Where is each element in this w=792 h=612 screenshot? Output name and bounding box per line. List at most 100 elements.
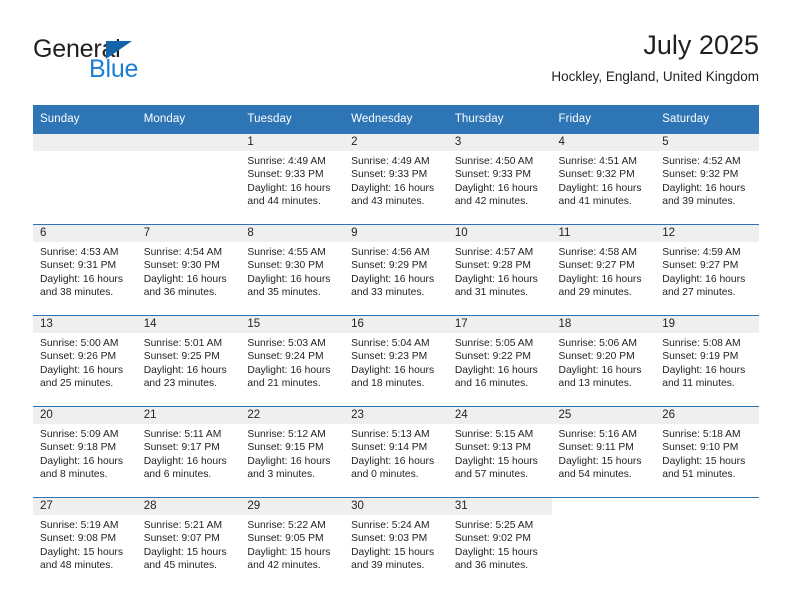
- day-details: Sunrise: 4:57 AM Sunset: 9:28 PM Daylight:…: [448, 242, 552, 300]
- calendar-day-cell[interactable]: 31 Sunrise: 5:25 AM Sunset: 9:02 PM Dayligh…: [447, 497, 552, 588]
- day-details: Sunrise: 4:52 AM Sunset: 9:32 PM Daylight:…: [655, 151, 759, 209]
- day-cell-inner: 27 Sunrise: 5:19 AM Sunset: 9:08 PM Dayligh…: [33, 498, 137, 586]
- calendar-day-cell[interactable]: 28 Sunrise: 5:21 AM Sunset: 9:07 PM Dayligh…: [136, 497, 241, 588]
- sunrise-text: Sunrise: 4:50 AM: [454, 156, 534, 167]
- calendar-day-cell[interactable]: 10 Sunrise: 4:57 AM Sunset: 9:28 PM Dayligh…: [447, 224, 552, 316]
- calendar-day-cell[interactable]: 22 Sunrise: 5:12 AM Sunset: 9:15 PM Dayligh…: [240, 406, 345, 498]
- sunset-text: Sunset: 9:27 PM: [662, 260, 739, 272]
- daylight-text: Daylight: 16 hours and 18 minutes.: [351, 364, 435, 390]
- calendar-day-cell[interactable]: 13 Sunrise: 5:00 AM Sunset: 9:26 PM Dayligh…: [33, 315, 137, 407]
- day-cell-inner: 20 Sunrise: 5:09 AM Sunset: 9:18 PM Dayligh…: [33, 407, 137, 495]
- calendar-day-cell[interactable]: 16 Sunrise: 5:04 AM Sunset: 9:23 PM Dayligh…: [344, 315, 448, 407]
- calendar-day-cell[interactable]: 19 Sunrise: 5:08 AM Sunset: 9:19 PM Dayligh…: [655, 315, 759, 407]
- daylight-text: Daylight: 16 hours and 39 minutes.: [662, 182, 746, 208]
- day-number: 9: [344, 225, 448, 242]
- daylight-text: Daylight: 16 hours and 38 minutes.: [40, 273, 123, 299]
- day-cell-inner: 3 Sunrise: 4:50 AM Sunset: 9:33 PM Daylight…: [447, 134, 552, 222]
- sunrise-text: Sunrise: 5:25 AM: [454, 520, 534, 531]
- day-number: 17: [447, 316, 552, 333]
- calendar-day-cell[interactable]: 23 Sunrise: 5:13 AM Sunset: 9:14 PM Dayligh…: [344, 406, 448, 498]
- calendar-day-cell[interactable]: 18 Sunrise: 5:06 AM Sunset: 9:20 PM Dayligh…: [551, 315, 656, 407]
- day-cell-inner: 21 Sunrise: 5:11 AM Sunset: 9:17 PM Dayligh…: [136, 407, 241, 495]
- day-cell-inner: 28 Sunrise: 5:21 AM Sunset: 9:07 PM Dayligh…: [136, 498, 241, 586]
- page-header: General Blue July 2025 Hockley, England,…: [33, 28, 759, 96]
- weekday-header-saturday: Saturday: [655, 105, 759, 134]
- day-cell-inner: 10 Sunrise: 4:57 AM Sunset: 9:28 PM Dayligh…: [447, 225, 552, 313]
- calendar-day-cell[interactable]: 12 Sunrise: 4:59 AM Sunset: 9:27 PM Dayligh…: [655, 224, 759, 316]
- sunset-text: Sunset: 9:10 PM: [662, 442, 739, 454]
- sunset-text: Sunset: 9:13 PM: [454, 442, 531, 454]
- calendar-day-cell[interactable]: 14 Sunrise: 5:01 AM Sunset: 9:25 PM Dayligh…: [136, 315, 241, 407]
- day-details: Sunrise: 5:04 AM Sunset: 9:23 PM Daylight:…: [344, 333, 448, 391]
- calendar-day-cell[interactable]: 26 Sunrise: 5:18 AM Sunset: 9:10 PM Dayligh…: [655, 406, 759, 498]
- day-cell-inner: 31 Sunrise: 5:25 AM Sunset: 9:02 PM Dayligh…: [447, 498, 552, 586]
- calendar-day-cell[interactable]: 17 Sunrise: 5:05 AM Sunset: 9:22 PM Dayligh…: [447, 315, 552, 407]
- calendar-day-cell[interactable]: 1 Sunrise: 4:49 AM Sunset: 9:33 PM Daylight…: [240, 133, 345, 225]
- day-cell-inner: 16 Sunrise: 5:04 AM Sunset: 9:23 PM Dayligh…: [344, 316, 448, 404]
- calendar-day-cell[interactable]: 5 Sunrise: 4:52 AM Sunset: 9:32 PM Daylight…: [655, 133, 759, 225]
- calendar-cell-empty: [551, 497, 656, 588]
- day-number: 23: [344, 407, 448, 424]
- calendar-day-cell[interactable]: 9 Sunrise: 4:56 AM Sunset: 9:29 PM Daylight…: [344, 224, 448, 316]
- sunrise-text: Sunrise: 5:04 AM: [351, 338, 430, 349]
- daylight-text: Daylight: 16 hours and 33 minutes.: [351, 273, 435, 299]
- day-number: [655, 498, 759, 515]
- sunset-text: Sunset: 9:29 PM: [351, 260, 428, 272]
- day-details: Sunrise: 5:08 AM Sunset: 9:19 PM Daylight:…: [655, 333, 759, 391]
- day-number: 24: [447, 407, 552, 424]
- calendar-day-cell[interactable]: 15 Sunrise: 5:03 AM Sunset: 9:24 PM Dayligh…: [240, 315, 345, 407]
- day-cell-inner: 11 Sunrise: 4:58 AM Sunset: 9:27 PM Dayligh…: [551, 225, 656, 313]
- calendar-day-cell[interactable]: 7 Sunrise: 4:54 AM Sunset: 9:30 PM Daylight…: [136, 224, 241, 316]
- calendar-day-cell[interactable]: 25 Sunrise: 5:16 AM Sunset: 9:11 PM Dayligh…: [551, 406, 656, 498]
- daylight-text: Daylight: 16 hours and 21 minutes.: [247, 364, 331, 390]
- calendar-day-cell[interactable]: 29 Sunrise: 5:22 AM Sunset: 9:05 PM Dayligh…: [240, 497, 345, 588]
- calendar-cell-empty: [136, 133, 241, 225]
- day-number: 19: [655, 316, 759, 333]
- calendar-day-cell[interactable]: 8 Sunrise: 4:55 AM Sunset: 9:30 PM Daylight…: [240, 224, 345, 316]
- daylight-text: Daylight: 16 hours and 42 minutes.: [454, 182, 538, 208]
- calendar-day-cell[interactable]: 2 Sunrise: 4:49 AM Sunset: 9:33 PM Daylight…: [344, 133, 448, 225]
- general-blue-logo[interactable]: General Blue: [33, 36, 233, 92]
- calendar-day-cell[interactable]: 20 Sunrise: 5:09 AM Sunset: 9:18 PM Dayligh…: [33, 406, 137, 498]
- calendar-cell-empty: [33, 133, 137, 225]
- day-cell-inner: 23 Sunrise: 5:13 AM Sunset: 9:14 PM Dayligh…: [344, 407, 448, 495]
- day-number: 2: [344, 134, 448, 151]
- calendar-day-cell[interactable]: 30 Sunrise: 5:24 AM Sunset: 9:03 PM Dayligh…: [344, 497, 448, 588]
- sunset-text: Sunset: 9:20 PM: [558, 351, 635, 363]
- sunset-text: Sunset: 9:23 PM: [351, 351, 428, 363]
- day-details: Sunrise: 5:16 AM Sunset: 9:11 PM Daylight:…: [552, 424, 656, 482]
- calendar-day-cell[interactable]: 11 Sunrise: 4:58 AM Sunset: 9:27 PM Dayligh…: [551, 224, 656, 316]
- day-number: 27: [33, 498, 137, 515]
- sunrise-text: Sunrise: 4:57 AM: [454, 247, 534, 258]
- day-details: Sunrise: 5:05 AM Sunset: 9:22 PM Daylight:…: [448, 333, 552, 391]
- calendar-day-cell[interactable]: 24 Sunrise: 5:15 AM Sunset: 9:13 PM Dayligh…: [447, 406, 552, 498]
- calendar-day-cell[interactable]: 6 Sunrise: 4:53 AM Sunset: 9:31 PM Daylight…: [33, 224, 137, 316]
- daylight-text: Daylight: 16 hours and 6 minutes.: [143, 455, 227, 481]
- day-cell-inner: [655, 498, 759, 586]
- day-details: Sunrise: 5:22 AM Sunset: 9:05 PM Daylight:…: [240, 515, 344, 573]
- daylight-text: Daylight: 15 hours and 54 minutes.: [558, 455, 642, 481]
- calendar-day-cell[interactable]: 4 Sunrise: 4:51 AM Sunset: 9:32 PM Daylight…: [551, 133, 656, 225]
- day-details: Sunrise: 5:06 AM Sunset: 9:20 PM Daylight:…: [552, 333, 656, 391]
- sunrise-text: Sunrise: 5:18 AM: [662, 429, 741, 440]
- sunset-text: Sunset: 9:28 PM: [454, 260, 531, 272]
- sunset-text: Sunset: 9:15 PM: [247, 442, 324, 454]
- calendar-day-cell[interactable]: 27 Sunrise: 5:19 AM Sunset: 9:08 PM Dayligh…: [33, 497, 137, 588]
- sunrise-text: Sunrise: 4:54 AM: [143, 247, 223, 258]
- sunrise-text: Sunrise: 5:03 AM: [247, 338, 326, 349]
- sunset-text: Sunset: 9:30 PM: [143, 260, 220, 272]
- day-cell-inner: 26 Sunrise: 5:18 AM Sunset: 9:10 PM Dayligh…: [655, 407, 759, 495]
- daylight-text: Daylight: 16 hours and 31 minutes.: [454, 273, 538, 299]
- sunset-text: Sunset: 9:11 PM: [558, 442, 634, 454]
- page-subtitle: Hockley, England, United Kingdom: [551, 69, 759, 84]
- calendar-day-cell[interactable]: 3 Sunrise: 4:50 AM Sunset: 9:33 PM Daylight…: [447, 133, 552, 225]
- sunrise-text: Sunrise: 5:16 AM: [558, 429, 637, 440]
- calendar-day-cell[interactable]: 21 Sunrise: 5:11 AM Sunset: 9:17 PM Dayligh…: [136, 406, 241, 498]
- day-number: 30: [344, 498, 448, 515]
- day-details: Sunrise: 5:09 AM Sunset: 9:18 PM Daylight:…: [33, 424, 137, 482]
- calendar-cell-empty: [655, 497, 759, 588]
- sunrise-text: Sunrise: 5:15 AM: [454, 429, 534, 440]
- day-cell-inner: 29 Sunrise: 5:22 AM Sunset: 9:05 PM Dayligh…: [240, 498, 345, 586]
- calendar-header-row: Sunday Monday Tuesday Wednesday Thursday Frid…: [33, 105, 759, 134]
- day-number: 22: [240, 407, 345, 424]
